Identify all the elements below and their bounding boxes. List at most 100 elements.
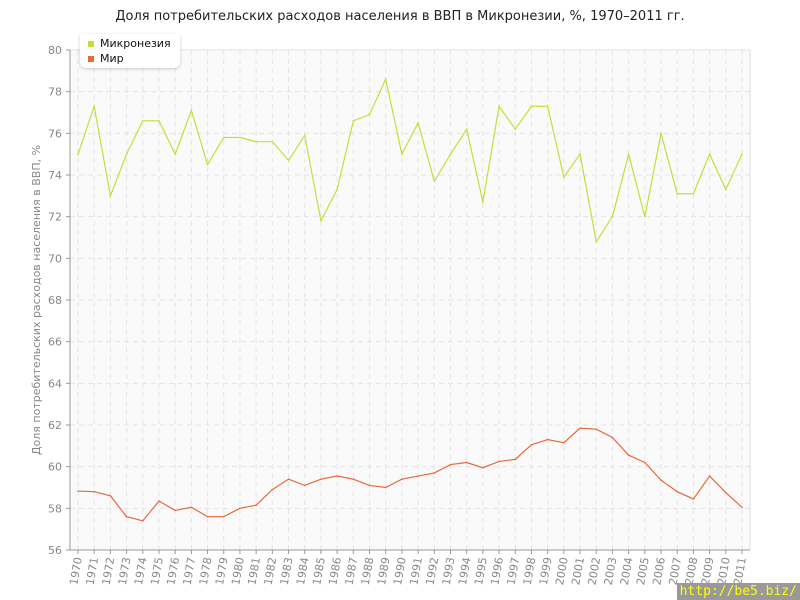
y-tick-label: 60 <box>48 461 62 474</box>
x-tick-label: 2004 <box>618 556 636 586</box>
data-point <box>465 128 468 130</box>
data-point <box>93 105 95 108</box>
data-point <box>725 188 727 191</box>
data-point <box>93 490 95 493</box>
data-point <box>239 507 241 510</box>
legend-label: Мир <box>100 52 124 65</box>
x-tick-label: 2007 <box>667 556 685 586</box>
data-point <box>692 192 695 195</box>
data-point <box>206 515 209 518</box>
x-tick-label: 1970 <box>67 556 85 586</box>
data-point <box>239 136 241 139</box>
y-tick-label: 70 <box>48 252 62 265</box>
data-point <box>627 454 630 457</box>
y-tick-label: 66 <box>48 336 62 349</box>
y-tick-label: 58 <box>48 502 62 515</box>
data-point <box>595 240 598 243</box>
x-tick-label: 1980 <box>229 556 247 586</box>
data-point <box>222 136 225 139</box>
data-point <box>352 120 355 122</box>
data-point <box>368 484 371 487</box>
data-point <box>271 488 274 491</box>
data-point <box>109 195 112 197</box>
x-tick-label: 2005 <box>634 556 652 586</box>
x-tick-label: 1981 <box>245 556 263 586</box>
x-tick-label: 2003 <box>602 556 620 586</box>
legend-item-world: Мир <box>88 52 124 65</box>
data-point <box>271 140 274 143</box>
x-tick-label: 1979 <box>213 556 231 586</box>
x-tick-label: 1978 <box>197 556 215 586</box>
legend-swatch <box>88 40 94 47</box>
data-point <box>125 515 128 518</box>
data-point <box>579 153 581 155</box>
watermark: http://be5.biz/ <box>676 583 800 600</box>
data-point <box>320 478 322 480</box>
data-point <box>449 463 452 466</box>
data-point <box>303 484 306 487</box>
x-tick-label: 1997 <box>505 556 523 586</box>
x-tick-label: 2009 <box>699 556 717 586</box>
data-point <box>352 478 355 480</box>
legend-label: Микронезия <box>100 37 171 50</box>
data-point <box>579 427 581 429</box>
data-point <box>449 153 452 155</box>
data-point <box>401 478 403 480</box>
data-point <box>141 120 144 122</box>
x-tick-label: 2001 <box>569 556 587 586</box>
data-point <box>384 78 387 80</box>
data-point <box>530 105 533 108</box>
x-tick-label: 1974 <box>132 556 150 586</box>
y-tick-label: 74 <box>48 169 62 182</box>
series-line-1 <box>77 427 743 522</box>
data-point <box>546 105 549 108</box>
x-tick-label: 1994 <box>456 556 474 586</box>
data-point <box>303 134 306 137</box>
y-tick-label: 78 <box>48 86 62 99</box>
data-point <box>141 520 144 522</box>
x-tick-label: 1998 <box>521 556 539 586</box>
data-point <box>417 122 419 124</box>
x-tick-label: 2006 <box>650 556 668 586</box>
y-tick-label: 72 <box>48 211 62 224</box>
data-point <box>384 486 387 489</box>
data-point <box>158 120 160 122</box>
data-point <box>660 132 662 135</box>
y-axis-label: Доля потребительских расходов населения … <box>30 145 43 455</box>
data-point <box>190 506 193 509</box>
data-point <box>174 509 176 512</box>
data-point <box>433 180 436 183</box>
data-point <box>595 428 598 430</box>
x-tick-label: 1988 <box>359 556 377 586</box>
data-point <box>563 441 565 444</box>
data-point <box>563 176 565 178</box>
x-tick-label: 1976 <box>164 556 182 586</box>
data-point <box>206 163 209 166</box>
legend-swatch <box>88 55 94 62</box>
x-tick-label: 2010 <box>715 556 733 586</box>
chart-title: Доля потребительских расходов населения … <box>115 9 685 24</box>
data-point <box>433 472 436 474</box>
y-tick-label: 56 <box>48 544 62 557</box>
x-tick-label: 1984 <box>294 556 312 586</box>
legend-item-micronesia: Микронезия <box>88 37 171 50</box>
x-tick-label: 1989 <box>375 556 393 586</box>
data-point <box>174 153 176 155</box>
x-tick-label: 1972 <box>100 556 118 586</box>
data-point <box>644 461 646 464</box>
data-point <box>287 159 290 162</box>
data-point <box>336 188 338 191</box>
y-tick-label: 64 <box>48 377 62 390</box>
data-point <box>255 140 257 143</box>
data-point <box>627 153 630 155</box>
x-tick-label: 1990 <box>391 556 409 586</box>
data-point <box>255 504 257 507</box>
data-point <box>530 443 533 446</box>
x-tick-label: 1983 <box>278 556 296 586</box>
data-point <box>287 478 290 480</box>
x-tick-label: 1985 <box>310 556 328 586</box>
x-tick-label: 1973 <box>116 556 134 586</box>
y-tick-label: 62 <box>48 419 62 432</box>
data-point <box>741 153 743 155</box>
data-point <box>222 515 225 518</box>
